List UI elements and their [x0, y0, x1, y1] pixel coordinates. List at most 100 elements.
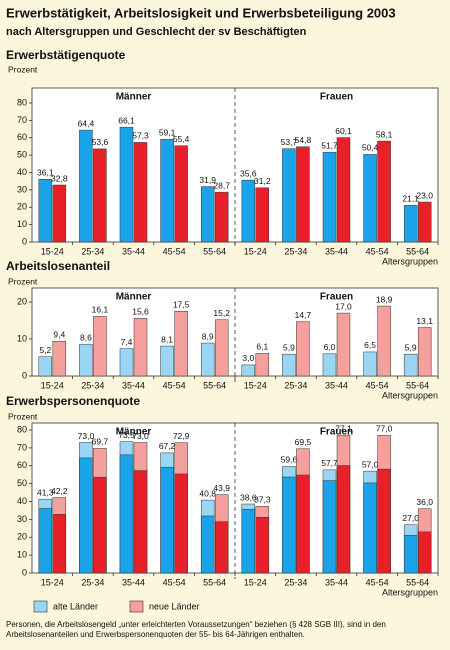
x-tick-label: 25-34: [284, 577, 307, 587]
bar-base: [79, 457, 93, 574]
bar: [403, 353, 418, 377]
value-label: 9,4: [53, 329, 65, 339]
bar-base: [403, 535, 418, 574]
bar-base: [160, 467, 174, 574]
bar: [255, 353, 270, 377]
bar: [119, 348, 134, 377]
value-label: 41,3: [37, 487, 54, 497]
bar: [241, 179, 256, 243]
value-label: 51,7: [321, 140, 338, 150]
value-label: 8,6: [80, 332, 92, 342]
y-tick-label: 30: [17, 184, 27, 194]
x-tick-label: 55-64: [406, 380, 429, 390]
value-label: 17,5: [173, 300, 190, 310]
group-label: Frauen: [320, 92, 353, 103]
bar-base: [119, 454, 134, 574]
x-tick-label: 45-54: [163, 380, 186, 390]
value-label: 58,1: [376, 129, 393, 139]
value-label: 40,8: [199, 488, 216, 498]
group-label: Männer: [116, 92, 152, 103]
bar-base: [133, 470, 148, 574]
bar-base: [336, 465, 351, 574]
subtitle: nach Altersgruppen und Geschlecht der sv…: [6, 26, 307, 38]
x-tick-label: 15-24: [244, 380, 267, 390]
y-tick-label: 0: [22, 370, 27, 380]
bar: [241, 364, 256, 377]
value-label: 28,7: [213, 180, 230, 190]
x-tick-label: 15-24: [41, 577, 64, 587]
legend-swatch: [33, 600, 48, 613]
value-label: 15,2: [213, 308, 230, 318]
panel-title: Arbeitslosenanteil: [6, 259, 110, 273]
bar: [322, 353, 337, 377]
x-tick-label: 55-64: [203, 380, 226, 390]
value-label: 36,1: [37, 168, 54, 178]
value-label: 3,0: [242, 353, 254, 363]
footnote: Personen, die Arbeitslosengeld „unter er…: [6, 620, 386, 639]
value-label: 59,1: [159, 128, 176, 138]
y-tick-label: 10: [17, 219, 27, 229]
bar-base: [282, 476, 296, 574]
y-tick-label: 20: [17, 296, 27, 306]
bar: [363, 351, 377, 377]
value-label: 57,0: [362, 459, 379, 469]
x-tick-label: 55-64: [406, 577, 429, 587]
value-label: 59,6: [281, 455, 298, 465]
y-tick-label: 60: [17, 132, 27, 142]
bar: [79, 129, 93, 243]
value-label: 15,6: [132, 307, 149, 317]
legend-swatch: [129, 600, 144, 613]
y-tick-label: 10: [17, 333, 27, 343]
value-label: 43,9: [213, 483, 230, 493]
bar-base: [93, 476, 107, 574]
bar: [93, 148, 107, 243]
value-label: 8,1: [161, 334, 173, 344]
panel-title: Erwerbstätigenquote: [6, 48, 126, 62]
x-tick-label: 45-54: [366, 380, 389, 390]
y-axis-label: Prozent: [8, 411, 38, 421]
value-label: 23,0: [416, 190, 433, 200]
value-label: 69,7: [92, 437, 109, 447]
x-tick-label: 25-34: [81, 380, 104, 390]
value-label: 37,3: [254, 495, 271, 505]
bar: [174, 311, 188, 377]
x-tick-label: 35-44: [325, 246, 348, 256]
x-tick-label: 15-24: [41, 380, 64, 390]
x-tick-label: 15-24: [244, 246, 267, 256]
x-tick-label: 25-34: [81, 577, 104, 587]
group-label: Frauen: [320, 427, 353, 438]
bar-base: [255, 516, 270, 574]
y-axis-label: Prozent: [8, 64, 38, 74]
value-label: 77,0: [376, 424, 393, 434]
bar: [93, 316, 107, 377]
value-label: 50,4: [362, 143, 379, 153]
bar: [79, 343, 93, 377]
y-tick-label: 50: [17, 478, 27, 488]
x-axis-label: Altersgruppen: [382, 256, 438, 266]
value-label: 14,7: [295, 310, 312, 320]
value-label: 66,1: [118, 115, 135, 125]
y-tick-label: 50: [17, 150, 27, 160]
bar: [296, 146, 310, 243]
bar-base: [363, 482, 377, 574]
bar: [133, 318, 148, 377]
bar: [296, 321, 310, 377]
x-tick-label: 35-44: [325, 380, 348, 390]
bar: [160, 345, 174, 377]
value-label: 27,0: [402, 513, 419, 523]
y-tick-label: 40: [17, 496, 27, 506]
value-label: 35,6: [240, 168, 257, 178]
bar: [363, 154, 377, 243]
bar: [417, 201, 432, 243]
title: Erwerbstätigkeit, Arbeitslosigkeit und E…: [6, 5, 396, 20]
value-label: 60,1: [335, 126, 352, 136]
y-tick-label: 80: [17, 424, 27, 434]
value-label: 67,2: [159, 441, 176, 451]
bar: [214, 191, 229, 243]
bar: [160, 139, 174, 243]
bar-base: [174, 473, 188, 574]
x-tick-label: 25-34: [284, 380, 307, 390]
value-label: 57,3: [132, 131, 149, 141]
value-label: 69,5: [295, 437, 312, 447]
